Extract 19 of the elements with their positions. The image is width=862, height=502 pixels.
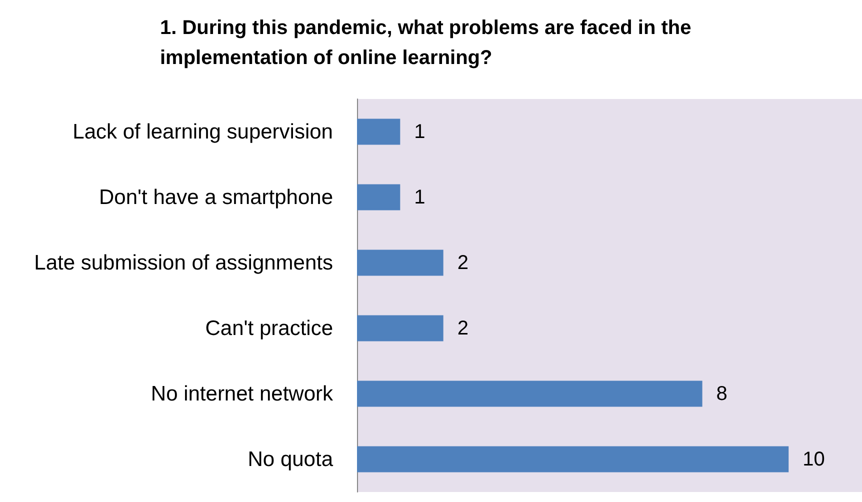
bar — [357, 380, 702, 407]
y-tick-label: No quota — [248, 448, 334, 471]
data-label: 1 — [414, 186, 426, 208]
y-tick-label: Don't have a smartphone — [99, 186, 333, 209]
data-label: 2 — [457, 317, 468, 340]
data-label: 10 — [802, 448, 825, 470]
y-tick-label: Can't practice — [205, 316, 333, 340]
chart-title: 1. During this pandemic, what problems are faced in the implementation of online learning? — [160, 17, 692, 69]
bar — [357, 118, 400, 145]
y-tick-label: Lack of learning supervision — [72, 120, 333, 144]
bar — [357, 446, 789, 472]
y-tick-label: No internet network — [150, 382, 334, 406]
bar — [357, 250, 444, 276]
bar — [357, 184, 400, 210]
bar — [357, 315, 444, 342]
data-label: 1 — [414, 120, 426, 143]
data-label: 8 — [716, 382, 728, 405]
data-label: 2 — [457, 252, 468, 274]
y-tick-label: Late submission of assignments — [34, 251, 333, 274]
